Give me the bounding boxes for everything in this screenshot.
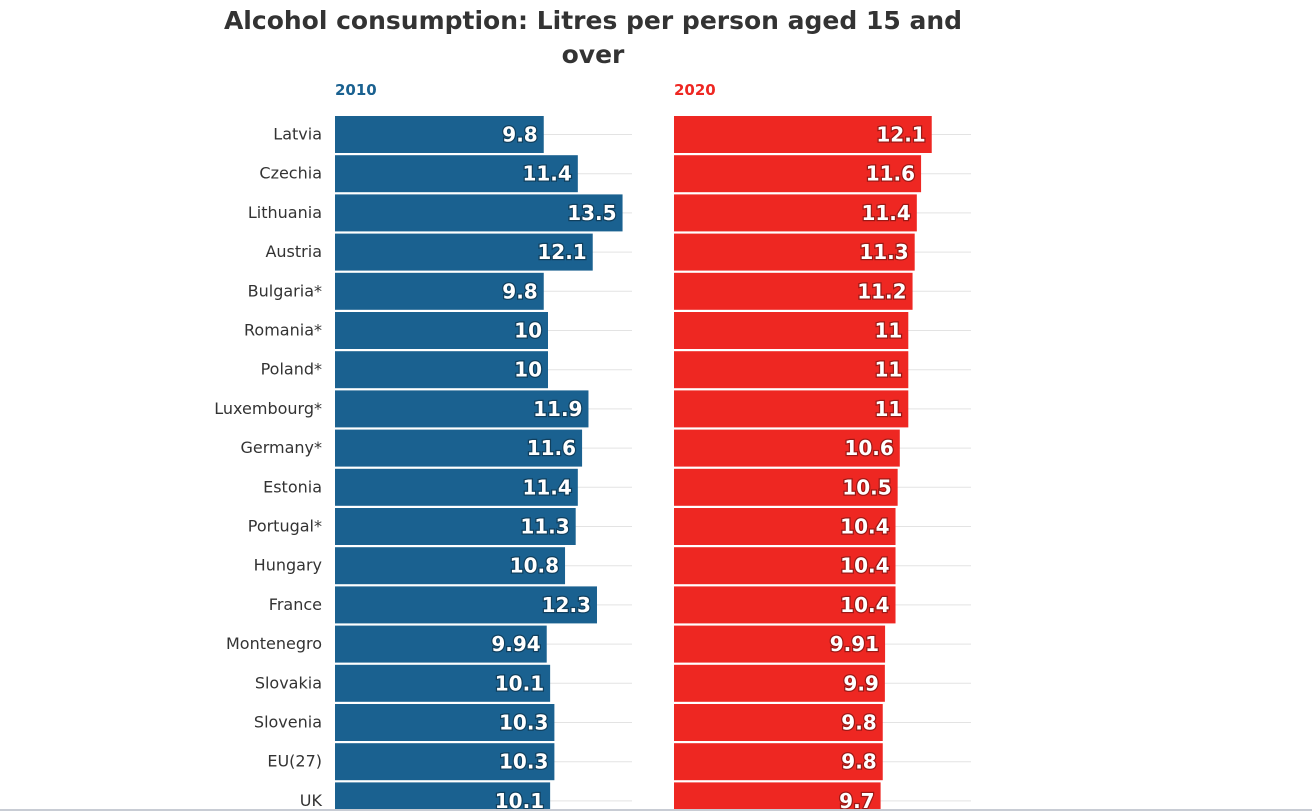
bar-2010 — [335, 664, 551, 702]
category-label: Slovenia — [254, 713, 322, 732]
bar-2020 — [674, 547, 896, 585]
bar-2020 — [674, 508, 896, 545]
bar-2010 — [335, 233, 593, 271]
bar-2010 — [335, 625, 547, 663]
data-label-2010: 10.3 — [499, 711, 548, 735]
panel-label-2020: 2020 — [674, 81, 716, 99]
bar-2020 — [674, 782, 881, 811]
data-label-2010: 9.8 — [502, 279, 537, 303]
bar-2010 — [335, 782, 551, 811]
bar-2010 — [335, 155, 578, 193]
data-label-2020: 10.4 — [840, 515, 889, 539]
bar-2020 — [674, 155, 922, 193]
bar-2010 — [335, 743, 555, 781]
data-label-2020: 11 — [874, 319, 902, 343]
category-label: Austria — [265, 242, 322, 261]
data-label-2020: 10.4 — [840, 554, 889, 578]
chart-title: Alcohol consumption: Litres per person a… — [223, 6, 963, 69]
panel-label-2010: 2010 — [335, 81, 377, 99]
category-label: Portugal* — [248, 517, 322, 536]
category-label: Slovakia — [255, 673, 322, 692]
category-label: Hungary — [254, 556, 322, 575]
bar-2020 — [674, 429, 900, 467]
category-label: Germany* — [240, 438, 322, 457]
data-label-2010: 10.1 — [495, 671, 544, 695]
data-label-2020: 9.8 — [841, 750, 876, 774]
category-label: Estonia — [263, 477, 322, 496]
data-label-2010: 10 — [514, 319, 542, 343]
bar-2020 — [674, 312, 909, 349]
data-label-2010: 10.3 — [499, 750, 548, 774]
data-label-2010: 11.3 — [520, 515, 569, 539]
category-label: Poland* — [261, 360, 322, 379]
category-label: Czechia — [259, 164, 322, 183]
category-label: Bulgaria* — [248, 281, 322, 300]
data-label-2020: 9.7 — [839, 789, 874, 811]
data-label-2020: 11.4 — [861, 201, 910, 225]
data-label-2020: 10.4 — [840, 593, 889, 617]
category-label: EU(27) — [267, 752, 322, 771]
data-label-2020: 12.1 — [876, 123, 925, 147]
bar-2010 — [335, 586, 597, 624]
data-label-2020: 11.3 — [859, 240, 908, 264]
data-label-2010: 11.4 — [522, 475, 571, 499]
data-label-2010: 11.9 — [533, 397, 582, 421]
data-label-2010: 10.8 — [510, 554, 559, 578]
bottom-divider — [0, 809, 1312, 811]
category-label: Lithuania — [248, 203, 322, 222]
bar-2020 — [674, 351, 909, 389]
data-label-2010: 10.1 — [495, 789, 544, 811]
bar-2020 — [674, 194, 917, 232]
data-label-2010: 11.4 — [522, 162, 571, 186]
bar-2010 — [335, 704, 555, 741]
bar-2010 — [335, 272, 544, 310]
bar-2020 — [674, 664, 885, 702]
category-label: UK — [300, 791, 323, 810]
category-label: Luxembourg* — [214, 399, 322, 418]
category-label: France — [269, 595, 322, 614]
data-label-2020: 11 — [874, 397, 902, 421]
bar-2020 — [674, 390, 909, 428]
bar-2020 — [674, 233, 915, 271]
data-label-2020: 11 — [874, 358, 902, 382]
data-label-2010: 11.6 — [527, 436, 576, 460]
data-label-2020: 9.91 — [830, 632, 879, 656]
bar-2010 — [335, 547, 566, 585]
bar-2010 — [335, 312, 548, 349]
bar-2020 — [674, 625, 886, 663]
data-label-2020: 9.8 — [841, 711, 876, 735]
bar-2010 — [335, 194, 623, 232]
data-label-2010: 9.8 — [502, 123, 537, 147]
category-label: Montenegro — [226, 634, 322, 653]
bar-2010 — [335, 429, 583, 467]
bar-2020 — [674, 704, 883, 741]
category-label: Romania* — [244, 321, 322, 340]
category-label: Latvia — [273, 125, 322, 144]
data-label-2020: 10.5 — [842, 475, 891, 499]
data-label-2020: 11.2 — [857, 279, 906, 303]
data-label-2020: 10.6 — [844, 436, 893, 460]
bar-2020 — [674, 272, 913, 310]
data-label-2010: 12.1 — [537, 240, 586, 264]
data-label-2010: 13.5 — [567, 201, 616, 225]
bar-2020 — [674, 586, 896, 624]
bar-2010 — [335, 468, 578, 506]
bar-2010 — [335, 351, 548, 389]
data-label-2020: 11.6 — [866, 162, 915, 186]
bar-2020 — [674, 116, 932, 153]
data-label-2020: 9.9 — [843, 671, 878, 695]
bar-2020 — [674, 743, 883, 781]
bar-2010 — [335, 390, 589, 428]
data-label-2010: 10 — [514, 358, 542, 382]
data-label-2010: 9.94 — [491, 632, 540, 656]
bar-2020 — [674, 468, 898, 506]
bar-2010 — [335, 116, 544, 153]
bar-2010 — [335, 508, 576, 545]
data-label-2010: 12.3 — [542, 593, 591, 617]
